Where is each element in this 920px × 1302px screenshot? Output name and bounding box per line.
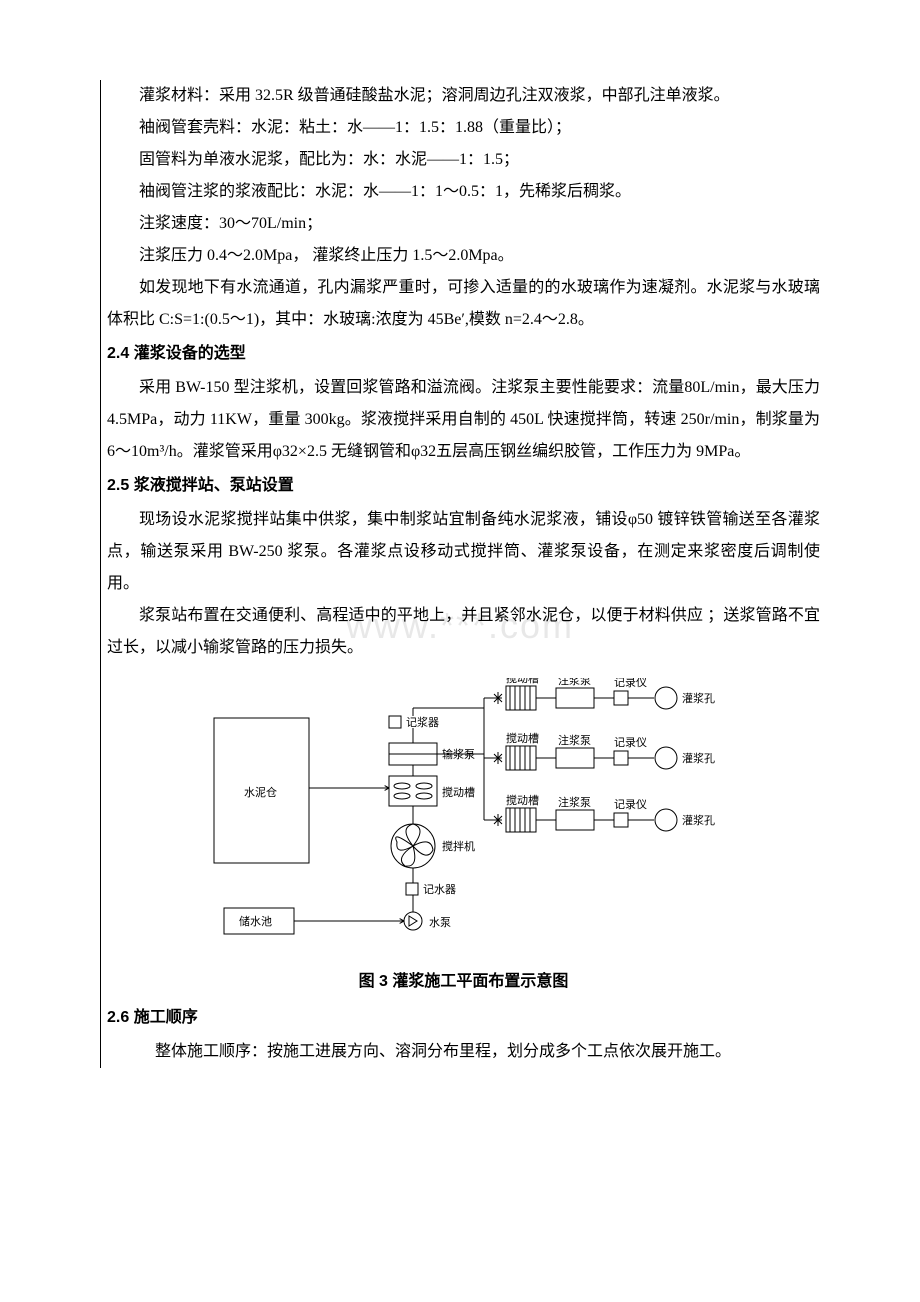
para-7: 如发现地下有水流通道，孔内漏浆严重时，可掺入适量的的水玻璃作为速凝剂。水泥浆与水… xyxy=(107,272,820,336)
svg-text:搅动槽: 搅动槽 xyxy=(506,678,539,685)
svg-text:水泵: 水泵 xyxy=(429,916,451,929)
svg-text:水泥仓: 水泥仓 xyxy=(244,785,277,799)
para-3: 固管料为单液水泥浆，配比为：水：水泥——1：1.5； xyxy=(107,144,820,176)
svg-text:注浆泵: 注浆泵 xyxy=(558,733,591,747)
para-4: 袖阀管注浆的浆液配比：水泥：水——1：1～0.5：1，先稀浆后稠浆。 xyxy=(107,176,820,208)
svg-text:记录仪: 记录仪 xyxy=(614,798,647,811)
svg-text:搅动槽: 搅动槽 xyxy=(506,731,539,745)
svg-text:记录仪: 记录仪 xyxy=(614,736,647,749)
svg-text:注浆泵: 注浆泵 xyxy=(558,678,591,687)
svg-text:灌浆孔: 灌浆孔 xyxy=(682,751,715,765)
svg-text:搅动槽: 搅动槽 xyxy=(442,785,475,799)
para-9: 现场设水泥浆搅拌站集中供浆，集中制浆站宜制备纯水泥浆液，铺设φ50 镀锌铁管输送… xyxy=(107,504,820,600)
svg-text:灌浆孔: 灌浆孔 xyxy=(682,691,715,705)
diagram-container: 水泥仓储水池记浆器输浆泵搅动槽搅拌机记水器水泵搅动槽注浆泵记录仪灌浆孔搅动槽注浆… xyxy=(107,678,820,958)
svg-text:搅动槽: 搅动槽 xyxy=(506,793,539,807)
grouting-layout-diagram: 水泥仓储水池记浆器输浆泵搅动槽搅拌机记水器水泵搅动槽注浆泵记录仪灌浆孔搅动槽注浆… xyxy=(184,678,744,958)
heading-2-5: 2.5 浆液搅拌站、泵站设置 xyxy=(107,470,820,502)
para-6: 注浆压力 0.4～2.0Mpa， 灌浆终止压力 1.5～2.0Mpa。 xyxy=(107,240,820,272)
svg-text:灌浆孔: 灌浆孔 xyxy=(682,813,715,827)
document-content: 灌浆材料：采用 32.5R 级普通硅酸盐水泥；溶洞周边孔注双液浆，中部孔注单液浆… xyxy=(100,80,820,1068)
para-8: 采用 BW-150 型注浆机，设置回浆管路和溢流阀。注浆泵主要性能要求：流量80… xyxy=(107,372,820,468)
heading-2-6: 2.6 施工顺序 xyxy=(107,1002,820,1034)
svg-text:记录仪: 记录仪 xyxy=(614,678,647,689)
svg-text:储水池: 储水池 xyxy=(239,914,272,928)
svg-text:记浆器: 记浆器 xyxy=(406,715,439,729)
para-1: 灌浆材料：采用 32.5R 级普通硅酸盐水泥；溶洞周边孔注双液浆，中部孔注单液浆… xyxy=(107,80,820,112)
para-10: 浆泵站布置在交通便利、高程适中的平地上，并且紧邻水泥仓，以便于材料供应 ；送浆管… xyxy=(107,600,820,664)
figure-caption: 图 3 灌浆施工平面布置示意图 xyxy=(107,966,820,998)
svg-text:注浆泵: 注浆泵 xyxy=(558,795,591,809)
svg-text:记水器: 记水器 xyxy=(423,883,456,896)
heading-2-4: 2.4 灌浆设备的选型 xyxy=(107,338,820,370)
svg-text:搅拌机: 搅拌机 xyxy=(442,839,475,853)
para-5: 注浆速度：30～70L/min； xyxy=(107,208,820,240)
para-2: 袖阀管套壳料：水泥：粘土：水——1：1.5：1.88（重量比）； xyxy=(107,112,820,144)
para-11: 整体施工顺序：按施工进展方向、溶洞分布里程，划分成多个工点依次展开施工。 xyxy=(107,1036,820,1068)
